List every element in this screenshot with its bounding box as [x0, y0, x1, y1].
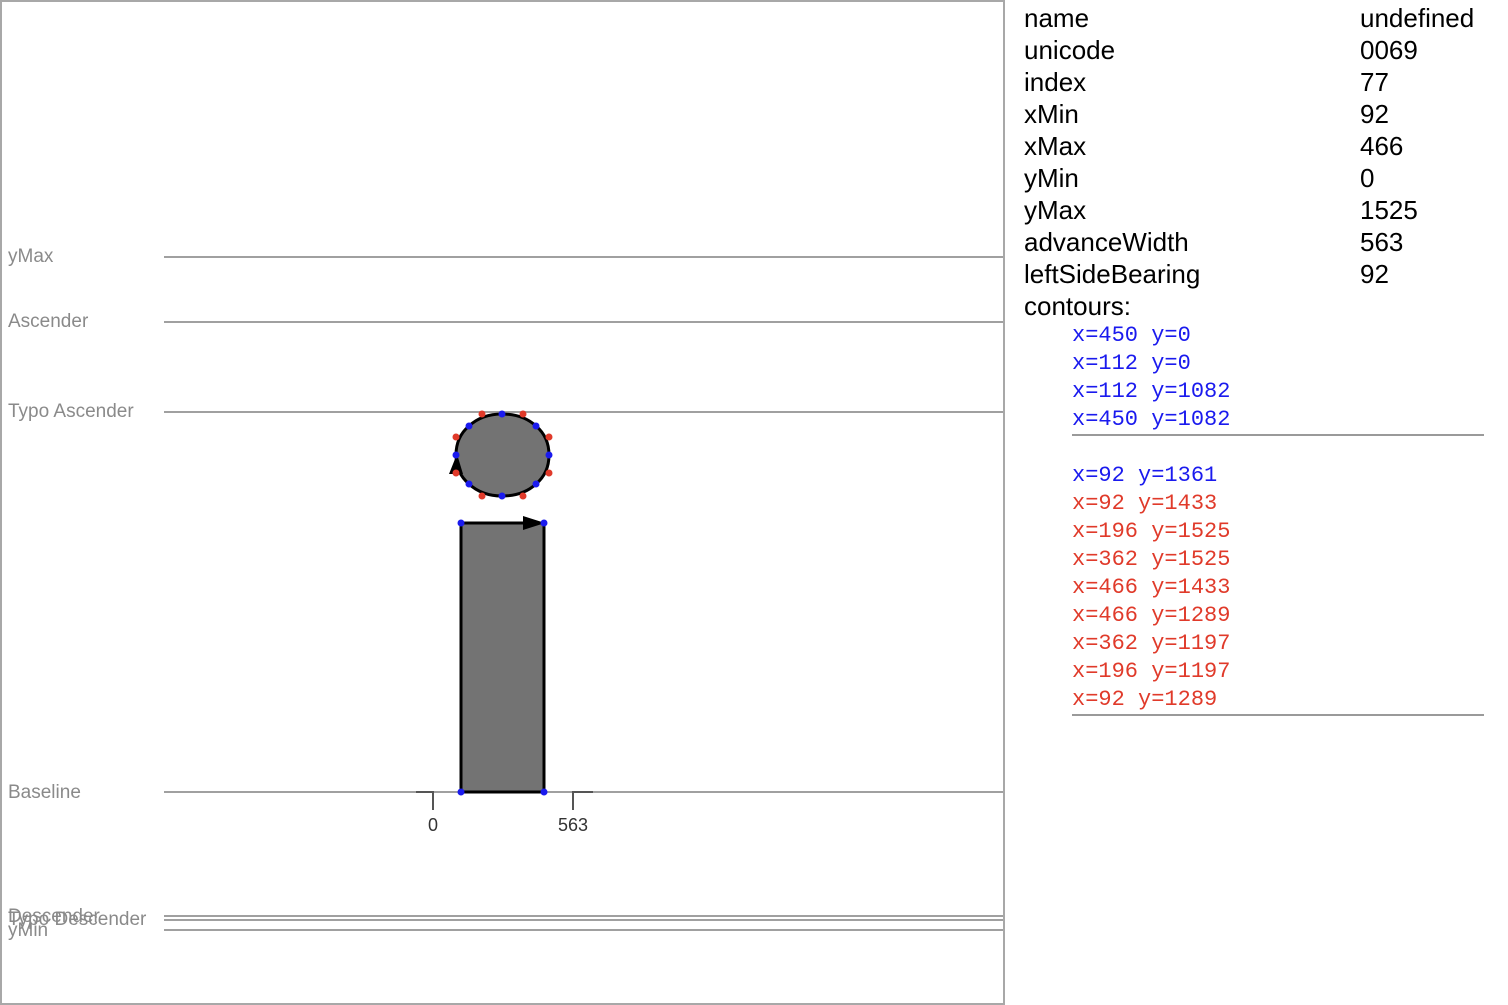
off-curve-point	[452, 433, 460, 441]
contour-point: x=196 y=1525	[1072, 519, 1231, 544]
off-curve-point	[519, 410, 527, 418]
contour-point: x=362 y=1525	[1072, 547, 1231, 572]
off-curve-point	[519, 492, 527, 500]
info-row-xmax: xMax 466	[1024, 130, 1504, 162]
info-value: 563	[1360, 227, 1404, 257]
on-curve-point	[465, 422, 473, 430]
dot-direction-arrow	[449, 454, 463, 474]
advance-ruler-right	[572, 791, 593, 810]
off-curve-point	[478, 410, 486, 418]
on-curve-point	[545, 451, 553, 459]
advance-ruler-left	[416, 791, 434, 810]
info-value: 466	[1360, 131, 1404, 161]
info-value: 92	[1360, 259, 1389, 289]
off-curve-point	[452, 469, 460, 477]
contour-point: x=112 y=0	[1072, 351, 1191, 376]
glyph-canvas-svg: yMax Ascender Typo Ascender Baseline Des…	[8, 246, 1003, 941]
info-value: 92	[1360, 99, 1389, 129]
info-value: 1525	[1360, 195, 1418, 225]
info-row-name: name undefined	[1024, 2, 1504, 34]
on-curve-point	[540, 519, 548, 527]
info-key: leftSideBearing	[1024, 259, 1201, 289]
info-row-left-side-bearing: leftSideBearing 92	[1024, 258, 1504, 290]
info-key: xMax	[1024, 131, 1087, 161]
off-curve-point	[545, 469, 553, 477]
info-key: xMin	[1024, 99, 1079, 129]
advance-tick-width-label: 563	[558, 815, 588, 835]
info-row-xmin: xMin 92	[1024, 98, 1504, 130]
contours-heading: contours:	[1024, 291, 1131, 321]
info-row-ymin: yMin 0	[1024, 162, 1504, 194]
typo-ascender-label: Typo Ascender	[8, 401, 134, 422]
info-key: name	[1024, 3, 1090, 33]
info-value: 0	[1360, 163, 1375, 193]
on-curve-point	[457, 519, 465, 527]
glyph-stem-contour	[459, 521, 546, 794]
contour-point: x=92 y=1361	[1072, 463, 1218, 488]
glyph-info-panel: name undefined unicode 0069 index 77 xMi…	[1024, 2, 1504, 716]
glyph-canvas: yMax Ascender Typo Ascender Baseline Des…	[0, 0, 1005, 1005]
baseline-label: Baseline	[8, 782, 81, 803]
info-key: yMin	[1024, 163, 1079, 193]
contour-dot: x=92 y=1361 x=92 y=1433 x=196 y=1525 x=3…	[1072, 462, 1484, 716]
contour-point: x=196 y=1197	[1072, 659, 1231, 684]
ymax-label: yMax	[8, 246, 54, 267]
off-curve-point	[545, 433, 553, 441]
contour-point: x=112 y=1082	[1072, 379, 1231, 404]
contour-stem: x=450 y=0 x=112 y=0 x=112 y=1082 x=450 y…	[1072, 322, 1484, 436]
ascender-label: Ascender	[8, 311, 89, 332]
contour-point: x=362 y=1197	[1072, 631, 1231, 656]
stem-direction-arrow	[523, 516, 545, 530]
ymin-label: yMin	[8, 920, 48, 941]
info-value: 0069	[1360, 35, 1418, 65]
info-key: yMax	[1024, 195, 1087, 225]
descender-label: Descender	[8, 906, 101, 927]
info-row-unicode: unicode 0069	[1024, 34, 1504, 66]
advance-tick-origin-label: 0	[428, 815, 438, 835]
info-row-advance-width: advanceWidth 563	[1024, 226, 1504, 258]
off-curve-point	[478, 492, 486, 500]
on-curve-point	[498, 492, 506, 500]
info-key: unicode	[1024, 35, 1116, 65]
contour-point: x=466 y=1289	[1072, 603, 1231, 628]
on-curve-point	[540, 788, 548, 796]
on-curve-point	[452, 451, 460, 459]
on-curve-point	[532, 422, 540, 430]
info-key: advanceWidth	[1024, 227, 1189, 257]
on-curve-point	[532, 480, 540, 488]
contour-point: x=466 y=1433	[1072, 575, 1231, 600]
contour-point: x=92 y=1433	[1072, 491, 1218, 516]
contour-point: x=450 y=0	[1072, 323, 1191, 348]
on-curve-point	[465, 480, 473, 488]
contour-point: x=450 y=1082	[1072, 407, 1231, 432]
info-key: index	[1024, 67, 1087, 97]
contour-point: x=92 y=1289	[1072, 687, 1218, 712]
info-row-ymax: yMax 1525	[1024, 194, 1504, 226]
typo-descender-label: Typo Descender	[8, 909, 147, 930]
info-row-index: index 77	[1024, 66, 1504, 98]
info-value: undefined	[1360, 3, 1475, 33]
on-curve-point	[498, 410, 506, 418]
info-value: 77	[1360, 67, 1389, 97]
on-curve-point	[457, 788, 465, 796]
